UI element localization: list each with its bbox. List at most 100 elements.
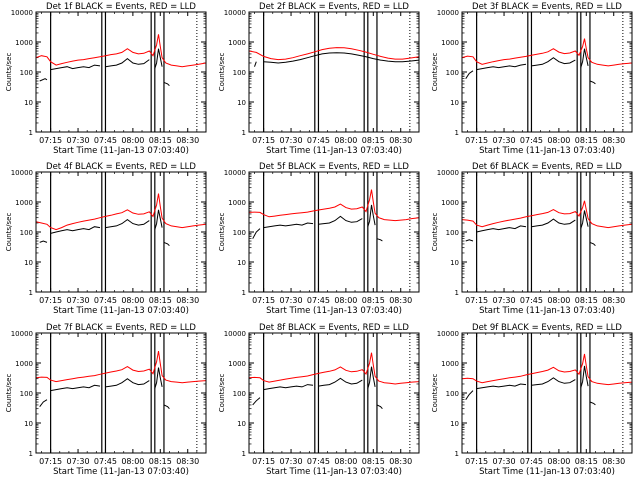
- events-series-line: [39, 78, 48, 82]
- x-axis-label: Start Time (11-Jan-13 07:03:40): [266, 306, 402, 316]
- x-axis-label: Start Time (11-Jan-13 07:03:40): [479, 467, 615, 477]
- lld-series-line: [249, 189, 419, 222]
- y-tick-label: 100: [233, 390, 246, 398]
- x-tick-label: 08:15: [149, 136, 172, 145]
- x-tick-label: 08:15: [362, 136, 385, 145]
- panel-title: Det 3f BLACK = Events, RED = LLD: [472, 2, 622, 12]
- y-tick-label: 100: [446, 229, 459, 237]
- panel-title: Det 6f BLACK = Events, RED = LLD: [472, 162, 622, 172]
- y-axis-label: Counts/sec: [5, 374, 13, 413]
- events-series-line: [580, 48, 589, 68]
- x-tick-label: 08:00: [547, 457, 570, 466]
- x-tick-label: 08:00: [334, 457, 357, 466]
- lld-series-line: [36, 34, 206, 68]
- x-axis-label: Start Time (11-Jan-13 07:03:40): [266, 467, 402, 477]
- events-series-line: [39, 240, 48, 243]
- events-series-line: [531, 218, 576, 228]
- y-tick-label: 10000: [224, 330, 246, 338]
- events-series-line: [105, 57, 150, 68]
- y-tick-label: 1: [29, 129, 33, 137]
- events-series-line: [263, 52, 419, 64]
- x-tick-label: 08:00: [547, 296, 570, 305]
- y-tick-label: 10: [237, 259, 246, 267]
- x-tick-label: 08:00: [334, 136, 357, 145]
- x-tick-label: 07:30: [493, 296, 516, 305]
- plot-frame: [461, 332, 633, 454]
- x-tick-label: 07:15: [252, 296, 275, 305]
- events-series-line: [252, 228, 261, 239]
- y-tick-label: 1: [242, 129, 246, 137]
- events-series-line: [367, 204, 376, 227]
- x-tick-label: 07:30: [493, 136, 516, 145]
- events-series-line: [531, 57, 576, 67]
- plot-frame: [248, 171, 420, 293]
- y-tick-label: 10: [237, 99, 246, 107]
- panel-title: Det 1f BLACK = Events, RED = LLD: [46, 2, 196, 12]
- x-tick-label: 08:15: [575, 457, 598, 466]
- x-tick-label: 08:15: [149, 296, 172, 305]
- x-tick-label: 07:15: [465, 136, 488, 145]
- y-tick-label: 1000: [441, 199, 459, 207]
- x-tick-label: 07:45: [520, 296, 543, 305]
- detector-panel: Det 3f BLACK = Events, RED = LLD Counts/s…: [431, 2, 633, 156]
- y-tick-label: 10000: [437, 330, 459, 338]
- y-tick-label: 1000: [441, 360, 459, 368]
- x-tick-label: 08:30: [176, 296, 199, 305]
- panel-title: Det 9f BLACK = Events, RED = LLD: [472, 323, 622, 333]
- x-tick-label: 07:15: [465, 296, 488, 305]
- y-tick-label: 10000: [11, 169, 33, 177]
- events-series-line: [252, 397, 261, 406]
- lld-series-line: [462, 38, 632, 67]
- x-tick-label: 07:15: [252, 136, 275, 145]
- events-series-line: [318, 215, 363, 225]
- x-tick-label: 07:45: [94, 457, 117, 466]
- events-series-line: [163, 241, 170, 247]
- x-tick-label: 08:30: [389, 457, 412, 466]
- x-tick-label: 08:30: [602, 296, 625, 305]
- events-series-line: [580, 365, 589, 388]
- x-tick-label: 07:45: [94, 136, 117, 145]
- x-tick-label: 08:15: [362, 296, 385, 305]
- x-tick-label: 08:15: [575, 136, 598, 145]
- events-series-line: [376, 404, 383, 410]
- x-tick-label: 07:15: [465, 457, 488, 466]
- y-tick-label: 10000: [437, 9, 459, 17]
- lld-series-line: [249, 47, 419, 61]
- lld-series-line: [36, 193, 206, 231]
- x-tick-label: 08:00: [334, 296, 357, 305]
- x-tick-label: 08:30: [176, 457, 199, 466]
- x-tick-label: 08:30: [602, 457, 625, 466]
- events-series-line: [318, 377, 363, 387]
- events-series-line: [580, 210, 589, 229]
- events-series-line: [376, 238, 383, 242]
- detector-panel: Det 7f BLACK = Events, RED = LLD Counts/s…: [5, 323, 207, 477]
- y-tick-label: 1: [242, 289, 246, 297]
- plot-frame: [248, 11, 420, 133]
- events-series-line: [476, 225, 527, 233]
- y-tick-label: 10000: [437, 169, 459, 177]
- events-series-line: [263, 222, 314, 229]
- x-tick-label: 08:15: [362, 457, 385, 466]
- detector-panel: Det 5f BLACK = Events, RED = LLD Counts/s…: [218, 162, 420, 316]
- y-tick-label: 10: [450, 259, 459, 267]
- x-tick-label: 07:45: [307, 136, 330, 145]
- events-series-line: [465, 70, 474, 79]
- x-axis-label: Start Time (11-Jan-13 07:03:40): [479, 306, 615, 316]
- y-tick-label: 1: [242, 450, 246, 458]
- events-series-line: [39, 399, 48, 408]
- events-series-line: [476, 63, 527, 71]
- x-tick-label: 07:45: [307, 457, 330, 466]
- events-series-line: [531, 377, 576, 386]
- detector-panel: Det 6f BLACK = Events, RED = LLD Counts/s…: [431, 162, 633, 316]
- y-axis-label: Counts/sec: [431, 374, 439, 413]
- x-axis-label: Start Time (11-Jan-13 07:03:40): [53, 467, 189, 477]
- y-tick-label: 10000: [224, 169, 246, 177]
- y-tick-label: 10000: [224, 9, 246, 17]
- x-tick-label: 07:15: [39, 296, 62, 305]
- events-series-line: [105, 378, 150, 388]
- x-axis-label: Start Time (11-Jan-13 07:03:40): [53, 146, 189, 156]
- y-tick-label: 100: [233, 229, 246, 237]
- x-tick-label: 08:30: [602, 136, 625, 145]
- y-axis-label: Counts/sec: [5, 213, 13, 252]
- panel-title: Det 4f BLACK = Events, RED = LLD: [46, 162, 196, 172]
